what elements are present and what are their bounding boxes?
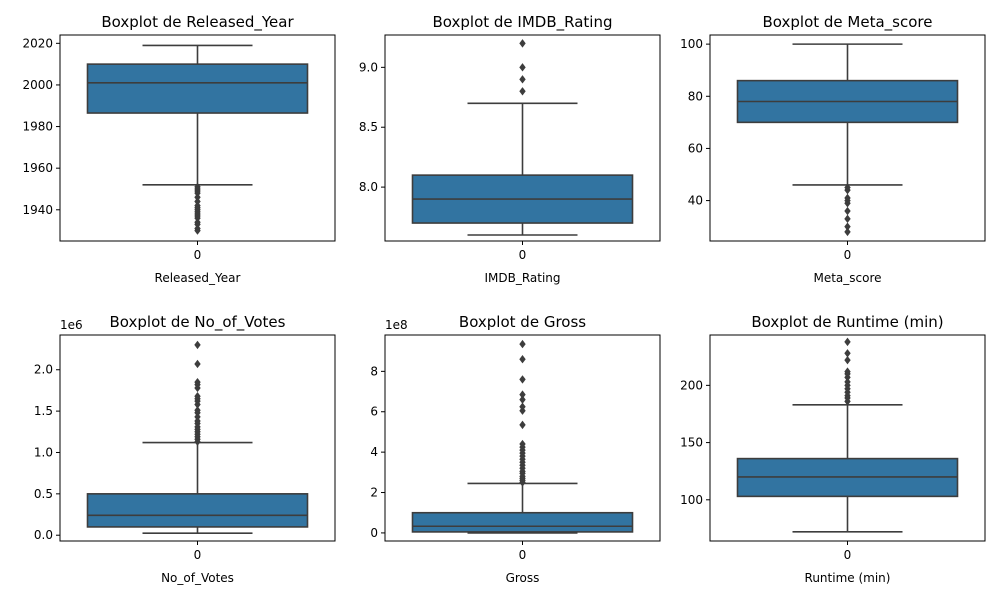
outlier-point <box>519 355 526 364</box>
y-tick-label: 2 <box>370 486 378 500</box>
outlier-point <box>519 75 526 84</box>
y-tick-label: 1980 <box>22 120 53 134</box>
outlier-point <box>194 392 201 401</box>
box-iqr <box>86 493 309 528</box>
boxplot-panel: Boxplot de Released_Year 1940 1960 1980 2000… <box>22 13 336 285</box>
y-tick-label: 150 <box>680 436 703 450</box>
outlier-point <box>844 355 851 365</box>
chart-title: Boxplot de No_of_Votes <box>110 313 286 332</box>
boxplot-panel: Boxplot de Runtime (min) 100 150 200 0 Runtim… <box>680 313 986 585</box>
y-tick-label: 8.0 <box>359 180 378 194</box>
outlier-point <box>519 420 526 430</box>
x-axis-label: IMDB_Rating <box>484 271 560 285</box>
boxplot-panel: Boxplot de No_of_Votes 0.0 0.5 1.0 1.5 2.0 1e6… <box>34 313 336 585</box>
y-tick-label: 2.0 <box>34 363 53 377</box>
x-tick-label: 0 <box>844 548 852 562</box>
outlier-point <box>844 337 851 347</box>
outlier-point <box>844 349 851 358</box>
outlier-point <box>519 87 526 96</box>
y-offset-label: 1e6 <box>60 318 83 332</box>
outlier-point <box>844 183 851 192</box>
outlier-point <box>519 402 526 411</box>
outlier-point <box>194 406 201 415</box>
outlier-point <box>519 439 526 449</box>
y-tick-label: 8 <box>370 364 378 378</box>
y-tick-label: 1940 <box>22 203 53 217</box>
x-axis-label: Released_Year <box>155 271 241 285</box>
outlier-point <box>194 340 201 350</box>
y-tick-label: 100 <box>680 37 703 51</box>
outlier-point <box>844 227 851 237</box>
outlier-point <box>844 206 851 216</box>
outlier-point <box>844 214 851 224</box>
y-offset-label: 1e8 <box>385 318 408 332</box>
boxplot-panel: Boxplot de IMDB_Rating 8.0 8.5 9.0 0 IMDB_Rat… <box>359 13 661 285</box>
outlier-point <box>844 193 851 203</box>
outlier-point <box>519 390 526 399</box>
y-tick-label: 0 <box>370 526 378 540</box>
outlier-point <box>519 395 526 404</box>
y-tick-label: 4 <box>370 445 378 459</box>
y-tick-label: 2000 <box>22 78 53 92</box>
y-tick-label: 2020 <box>22 36 53 50</box>
y-tick-label: 60 <box>688 141 703 155</box>
y-tick-label: 100 <box>680 493 703 507</box>
outlier-point <box>194 182 201 192</box>
chart-title: Boxplot de Meta_score <box>763 13 933 32</box>
outlier-point <box>519 339 526 349</box>
y-tick-label: 8.5 <box>359 120 378 134</box>
x-tick-label: 0 <box>519 248 527 262</box>
x-axis-label: No_of_Votes <box>161 571 234 585</box>
chart-title: Boxplot de IMDB_Rating <box>433 13 613 32</box>
chart-title: Boxplot de Runtime (min) <box>751 313 943 331</box>
outlier-point <box>519 375 526 384</box>
boxplot-panel: Boxplot de Meta_score 40 60 80 100 0 Meta_scor… <box>680 13 986 285</box>
boxplot-panel: Boxplot de Gross 0 2 4 6 8 1e8 0 Gross <box>370 313 661 585</box>
y-tick-label: 1.5 <box>34 404 53 418</box>
y-tick-label: 200 <box>680 378 703 392</box>
y-tick-label: 0.5 <box>34 487 53 501</box>
x-axis-label: Runtime (min) <box>805 571 891 585</box>
box-iqr <box>411 511 634 533</box>
outlier-point <box>844 222 851 231</box>
outlier-point <box>844 367 851 376</box>
y-tick-label: 1960 <box>22 161 53 175</box>
y-tick-label: 1.0 <box>34 445 53 459</box>
box-iqr <box>86 63 309 114</box>
x-tick-label: 0 <box>844 248 852 262</box>
y-tick-label: 0.0 <box>34 528 53 542</box>
outlier-point <box>194 377 201 387</box>
y-tick-label: 80 <box>688 89 703 103</box>
x-axis-label: Gross <box>506 571 540 585</box>
outlier-point <box>844 377 851 387</box>
y-tick-label: 6 <box>370 405 378 419</box>
x-tick-label: 0 <box>519 548 527 562</box>
y-tick-label: 40 <box>688 194 703 208</box>
outlier-point <box>519 39 526 48</box>
x-tick-label: 0 <box>194 248 202 262</box>
chart-title: Boxplot de Released_Year <box>101 13 294 32</box>
outlier-point <box>519 63 526 72</box>
y-tick-label: 9.0 <box>359 60 378 74</box>
x-axis-label: Meta_score <box>813 271 881 285</box>
chart-title: Boxplot de Gross <box>459 313 586 331</box>
outlier-point <box>194 359 201 369</box>
x-tick-label: 0 <box>194 548 202 562</box>
